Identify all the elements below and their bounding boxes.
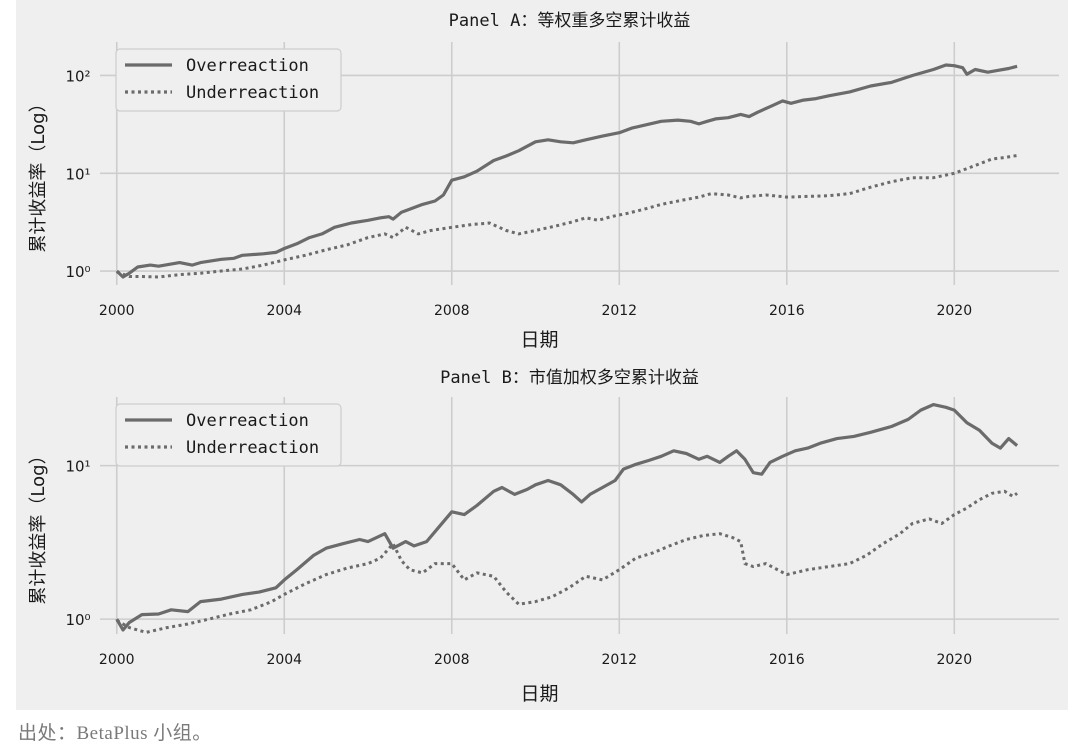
panel-title: Panel A：等权重多空累计收益 <box>449 11 691 31</box>
figure-background <box>16 0 1068 710</box>
series-line-underreaction <box>116 154 1018 279</box>
panel-b: 2000 2004 2008 2012 2016 2020 10⁰ 10¹ Panel B：市值… <box>28 368 1059 705</box>
legend: Overreaction Underreaction <box>115 403 342 467</box>
x-tick-label: 2020 <box>936 303 972 319</box>
series-line-underreaction <box>116 489 1018 634</box>
x-tick-label: 2004 <box>266 652 302 668</box>
series-line-overreaction <box>115 63 1018 279</box>
x-tick-label: 2008 <box>434 652 470 668</box>
y-tick-label: 10⁰ <box>65 611 90 629</box>
legend-box <box>115 48 342 112</box>
legend-label: Underreaction <box>186 83 319 103</box>
x-tick-label: 2020 <box>936 652 972 668</box>
panel-a: 2000 2004 2008 2012 2016 2020 10⁰ 10¹ 10² Panel A… <box>28 11 1059 351</box>
x-tick-label: 2016 <box>769 303 805 319</box>
x-tick-label: 2012 <box>601 652 637 668</box>
x-tick-label: 2000 <box>99 652 135 668</box>
series-line-overreaction <box>115 403 1019 632</box>
x-tick-label: 2008 <box>434 303 470 319</box>
legend-box <box>115 403 342 467</box>
figure: 2000 2004 2008 2012 2016 2020 10⁰ 10¹ 10² Panel A… <box>16 0 1068 710</box>
panel-title: Panel B：市值加权多空累计收益 <box>440 368 699 388</box>
x-axis-label: 日期 <box>520 329 558 351</box>
x-tick-label: 2000 <box>99 303 135 319</box>
source-caption: 出处：BetaPlus 小组。 <box>18 723 212 744</box>
y-tick-label: 10⁰ <box>65 263 90 281</box>
x-tick-label: 2004 <box>266 303 302 319</box>
y-tick-label: 10¹ <box>65 458 90 476</box>
y-tick-label: 10¹ <box>65 165 90 183</box>
x-axis-label: 日期 <box>520 683 558 705</box>
legend: Overreaction Underreaction <box>115 48 342 112</box>
y-axis-label: 累计收益率（Log） <box>28 446 49 604</box>
legend-label: Overreaction <box>186 56 309 76</box>
legend-label: Overreaction <box>186 411 309 431</box>
x-tick-label: 2016 <box>769 652 805 668</box>
chart-svg: 2000 2004 2008 2012 2016 2020 10⁰ 10¹ 10² Panel A… <box>16 0 1068 710</box>
legend-label: Underreaction <box>186 438 319 458</box>
y-axis-label: 累计收益率（Log） <box>28 94 49 252</box>
x-tick-label: 2012 <box>601 303 637 319</box>
y-tick-label: 10² <box>65 67 90 85</box>
